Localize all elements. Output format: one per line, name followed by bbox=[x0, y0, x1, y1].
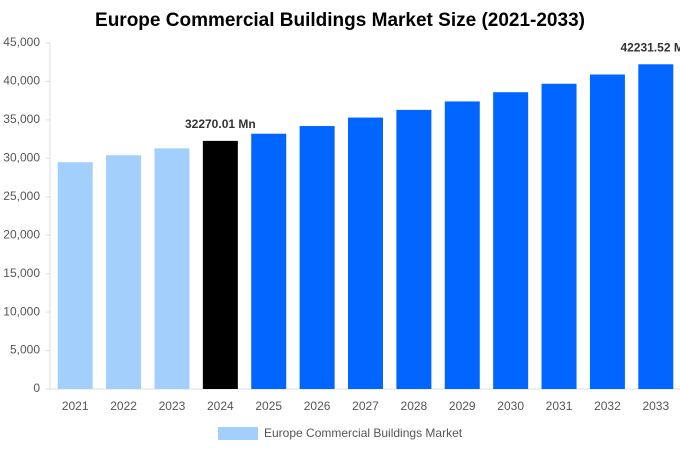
x-tick-label: 2025 bbox=[255, 399, 282, 413]
value-label: 42231.52 Mn bbox=[620, 40, 680, 54]
x-tick-label: 2023 bbox=[159, 399, 186, 413]
x-tick-label: 2031 bbox=[546, 399, 573, 413]
bar bbox=[154, 148, 190, 389]
bar bbox=[57, 162, 93, 389]
legend-label: Europe Commercial Buildings Market bbox=[264, 426, 463, 440]
bar bbox=[106, 155, 142, 389]
bar bbox=[396, 109, 432, 389]
x-tick-label: 2021 bbox=[62, 399, 89, 413]
legend-swatch bbox=[218, 427, 258, 440]
bar bbox=[638, 64, 674, 390]
x-tick-label: 2022 bbox=[110, 399, 137, 413]
x-tick-label: 2032 bbox=[594, 399, 621, 413]
y-tick-label: 0 bbox=[33, 381, 40, 395]
x-tick-label: 2028 bbox=[401, 399, 428, 413]
bar bbox=[444, 101, 480, 390]
y-tick-label: 40,000 bbox=[3, 74, 40, 88]
y-tick-label: 25,000 bbox=[3, 189, 40, 203]
y-tick-label: 20,000 bbox=[3, 227, 40, 241]
bar bbox=[348, 117, 383, 390]
x-tick-label: 2024 bbox=[207, 399, 234, 413]
bar bbox=[251, 133, 287, 389]
y-tick-label: 15,000 bbox=[3, 266, 40, 280]
value-label: 32270.01 Mn bbox=[185, 117, 256, 131]
x-tick-label: 2030 bbox=[497, 399, 524, 413]
x-tick-label: 2026 bbox=[304, 399, 331, 413]
bar bbox=[493, 92, 529, 389]
x-tick-label: 2029 bbox=[449, 399, 476, 413]
chart-title: Europe Commercial Buildings Market Size … bbox=[95, 10, 585, 31]
bar bbox=[202, 140, 238, 389]
bar bbox=[299, 126, 335, 389]
x-tick-label: 2027 bbox=[352, 399, 379, 413]
y-tick-label: 10,000 bbox=[3, 304, 40, 318]
y-tick-label: 45,000 bbox=[3, 35, 40, 49]
y-tick-label: 5,000 bbox=[10, 343, 40, 357]
y-tick-label: 35,000 bbox=[3, 112, 40, 126]
bar bbox=[589, 74, 625, 389]
x-tick-label: 2033 bbox=[642, 399, 669, 413]
y-tick-label: 30,000 bbox=[3, 151, 40, 165]
bar bbox=[541, 83, 577, 390]
